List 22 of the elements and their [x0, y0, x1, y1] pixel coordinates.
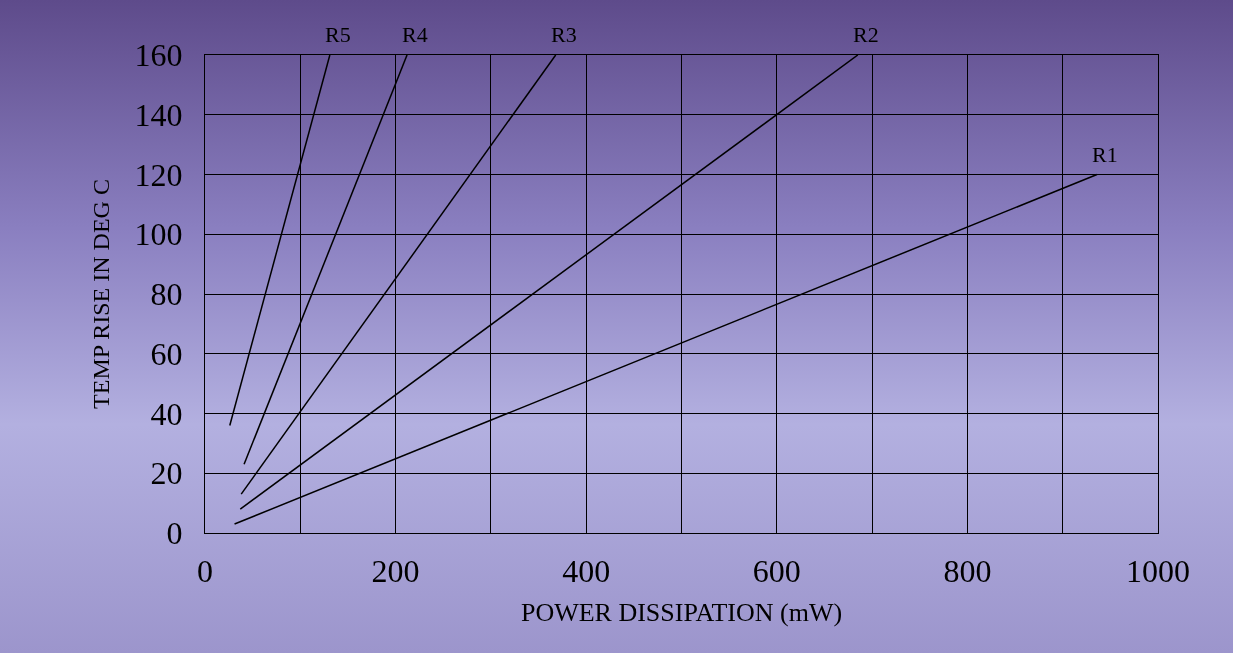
y-axis-title: TEMP RISE IN DEG C [87, 179, 114, 409]
y-tick-label: 160 [134, 37, 183, 74]
series-label: R3 [551, 22, 577, 47]
y-tick-label: 0 [166, 515, 183, 552]
x-tick-label: 0 [197, 553, 213, 590]
x-tick-label: 800 [943, 553, 992, 590]
series-label: R5 [325, 22, 351, 47]
y-tick-label: 120 [134, 156, 183, 193]
y-tick-label: 60 [150, 335, 183, 372]
series-label: R4 [402, 22, 428, 47]
x-axis-title: POWER DISSIPATION (mW) [520, 598, 843, 628]
y-tick-label: 100 [134, 216, 183, 253]
x-tick-label: 1000 [1126, 553, 1190, 590]
x-tick-label: 600 [752, 553, 801, 590]
series-label: R2 [853, 22, 879, 47]
x-tick-label: 400 [562, 553, 611, 590]
y-tick-label: 140 [134, 96, 183, 133]
y-tick-label: 40 [150, 395, 183, 432]
y-tick-label: 80 [150, 276, 183, 313]
y-tick-label: 20 [150, 455, 183, 492]
series-label: R1 [1092, 142, 1118, 167]
x-tick-label: 200 [371, 553, 420, 590]
